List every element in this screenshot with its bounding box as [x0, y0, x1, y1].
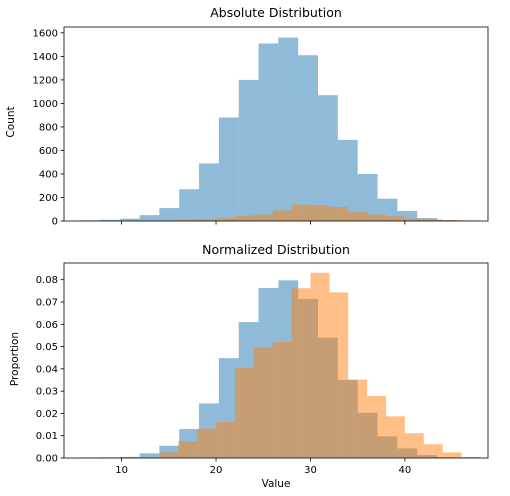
chart-title: Absolute Distribution — [210, 5, 342, 20]
bar-series0-bin3 — [139, 453, 160, 458]
bar-series1-bin8 — [310, 205, 330, 221]
bar-series0-bin6 — [199, 163, 219, 221]
bar-series1-bin14 — [423, 444, 443, 458]
bar-series1-bin9 — [329, 292, 349, 458]
bar-series1-bin3 — [216, 218, 235, 221]
bar-series1-bin1 — [178, 441, 198, 458]
bar-series1-bin9 — [329, 206, 349, 221]
bar-series1-bin10 — [348, 211, 368, 221]
bar-series1-bin4 — [234, 367, 254, 458]
y-tick-label: 1400 — [33, 52, 58, 63]
chart-absolute-distribution: Absolute Distribution Count 0 200 400 600 80… — [5, 5, 489, 228]
bar-series1-bin8 — [310, 272, 330, 458]
bar-series1-bin12 — [386, 416, 405, 458]
y-tick-label: 0.03 — [36, 387, 58, 398]
y-tick-label: 0 — [52, 217, 58, 228]
plot-frame — [63, 26, 489, 222]
y-tick-label: 0.06 — [36, 320, 58, 331]
bar-series1-bin13 — [404, 433, 424, 458]
x-tick-label: 10 — [115, 465, 128, 476]
y-tick-label: 200 — [39, 193, 58, 204]
y-tick-label: 1000 — [33, 99, 58, 110]
bar-series1-bin14 — [423, 219, 443, 221]
bar-series1-bin2 — [197, 428, 217, 458]
y-axis-label: Count — [5, 106, 17, 137]
x-tick-label: 20 — [210, 465, 223, 476]
bar-series1-bin2 — [197, 219, 217, 221]
x-tick-label: 30 — [304, 465, 317, 476]
bar-series1-bin6 — [272, 210, 292, 221]
y-axis-label: Proportion — [9, 332, 21, 386]
bar-series0-bin9 — [258, 43, 279, 222]
y-tick-label: 0.00 — [36, 454, 58, 465]
bar-series1-bin13 — [404, 218, 424, 221]
bar-series1-bin0 — [159, 452, 179, 458]
bar-series0-bin5 — [179, 189, 200, 221]
plot-frame — [63, 262, 489, 459]
bar-series1-bin15 — [442, 452, 462, 458]
bar-series0-bin16 — [397, 211, 418, 221]
bar-series0-bin12 — [318, 95, 338, 221]
y-tick-label: 0.07 — [36, 298, 58, 309]
bar-series0-bin7 — [218, 117, 239, 221]
y-tick-label: 0.04 — [36, 364, 58, 375]
bar-series0-bin4 — [159, 208, 180, 221]
bar-series1-bin3 — [216, 421, 235, 458]
bar-series1-bin7 — [291, 288, 311, 458]
x-axis-label: Value — [262, 478, 291, 490]
bar-series0-bin1 — [99, 219, 120, 221]
y-tick-label: 1600 — [33, 28, 58, 39]
bar-series0-bin14 — [357, 173, 378, 221]
y-tick-label: 0.05 — [36, 342, 58, 353]
chart-title: Normalized Distribution — [202, 242, 350, 257]
bar-series1-bin15 — [442, 220, 462, 221]
bar-series0-bin10 — [278, 37, 299, 221]
y-tick-label: 0.02 — [36, 409, 58, 420]
bars-layer — [80, 272, 481, 458]
y-tick-label: 400 — [39, 169, 58, 180]
bar-series0-bin13 — [337, 139, 358, 221]
y-tick-label: 800 — [39, 122, 58, 133]
axes-layer: 0 200 400 600 800 1000 1200 1400 1600 — [33, 26, 489, 228]
chart-normalized-distribution: Normalized Distribution Proportion Value… — [9, 242, 489, 490]
bar-series1-bin7 — [291, 204, 311, 221]
bar-series1-bin5 — [253, 214, 273, 221]
bar-series1-bin11 — [367, 396, 387, 458]
bar-series1-bin4 — [234, 215, 254, 221]
bar-series0-bin2 — [119, 456, 140, 458]
x-tick-label: 40 — [399, 465, 412, 476]
bar-series0-bin11 — [298, 55, 319, 221]
bar-series1-bin16 — [461, 456, 481, 458]
bar-series1-bin5 — [253, 347, 273, 458]
bar-series1-bin6 — [272, 341, 292, 458]
bar-series0-bin8 — [238, 79, 259, 221]
y-tick-label: 1200 — [33, 75, 58, 86]
bar-series0-bin3 — [139, 215, 160, 221]
y-tick-label: 600 — [39, 146, 58, 157]
bar-series1-bin1 — [178, 219, 198, 221]
bar-series1-bin12 — [386, 216, 405, 221]
y-tick-label: 0.01 — [36, 431, 58, 442]
bar-series1-bin10 — [348, 379, 368, 458]
bar-series1-bin11 — [367, 214, 387, 221]
y-tick-label: 0.08 — [36, 275, 58, 286]
bar-series0-bin2 — [119, 218, 140, 221]
bars-layer — [80, 37, 481, 222]
axes-layer: 0.00 0.01 0.02 0.03 0.04 0.05 0.06 0.07 0.08 10 20… — [36, 262, 489, 476]
